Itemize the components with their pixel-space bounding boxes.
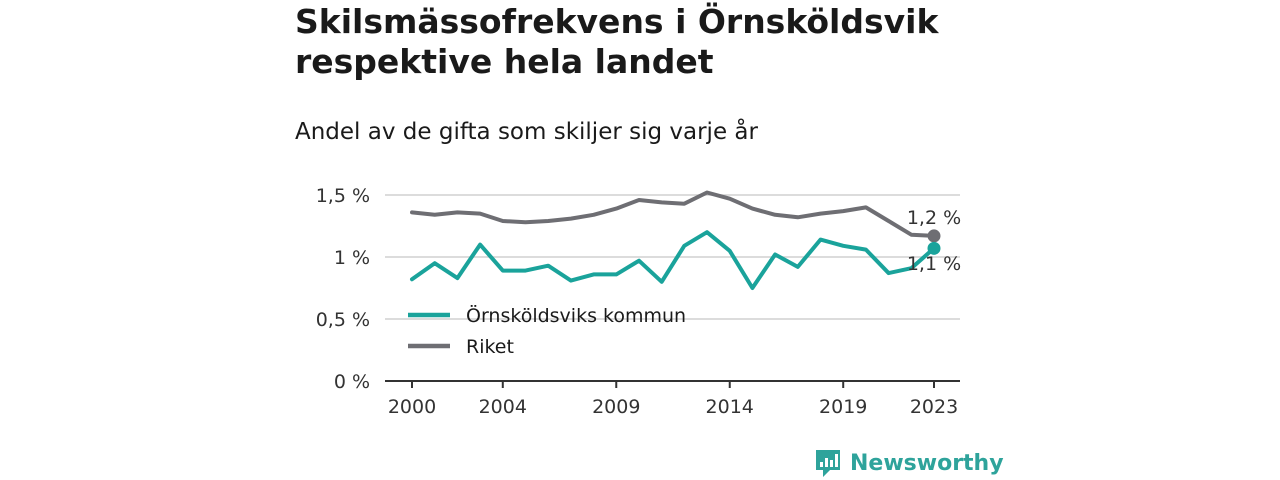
y-tick-label: 1,5 % xyxy=(316,185,370,207)
y-tick-label: 0,5 % xyxy=(316,309,370,331)
end-point-riket xyxy=(927,229,941,243)
legend: Örnsköldsviks kommun Riket xyxy=(408,304,686,358)
legend-label-riket: Riket xyxy=(466,336,514,358)
y-tick-label: 0 % xyxy=(334,371,370,393)
y-axis-tick-labels: 0 % 0,5 % 1 % 1,5 % xyxy=(316,185,370,393)
chart-title: Skilsmässofrekvens i Örnsköldsvik respek… xyxy=(295,2,939,81)
end-label-riket: 1,2 % xyxy=(907,207,961,229)
series-lines xyxy=(410,190,941,290)
x-tick-label: 2004 xyxy=(479,396,527,418)
series-line-kommun xyxy=(410,230,936,290)
brand-name: Newsworthy xyxy=(850,450,1004,476)
x-axis: 2000 2004 2009 2014 2019 2023 xyxy=(385,380,960,418)
x-tick-label: 2000 xyxy=(388,396,436,418)
x-tick-label: 2019 xyxy=(819,396,867,418)
x-tick-label: 2009 xyxy=(592,396,640,418)
gridlines xyxy=(385,194,960,320)
series-line-riket xyxy=(410,190,936,238)
chart-subtitle: Andel av de gifta som skiljer sig varje … xyxy=(295,119,758,145)
end-point-kommun xyxy=(927,241,941,255)
x-tick-label: 2023 xyxy=(910,396,958,418)
end-labels: 1,2 % 1,1 % xyxy=(907,207,961,275)
y-tick-label: 1 % xyxy=(334,247,370,269)
newsworthy-brand: Newsworthy xyxy=(814,446,1004,480)
end-label-kommun: 1,1 % xyxy=(907,253,961,275)
newsworthy-logo-icon xyxy=(816,450,840,477)
x-tick-label: 2014 xyxy=(706,396,754,418)
legend-label-kommun: Örnsköldsviks kommun xyxy=(466,304,686,327)
